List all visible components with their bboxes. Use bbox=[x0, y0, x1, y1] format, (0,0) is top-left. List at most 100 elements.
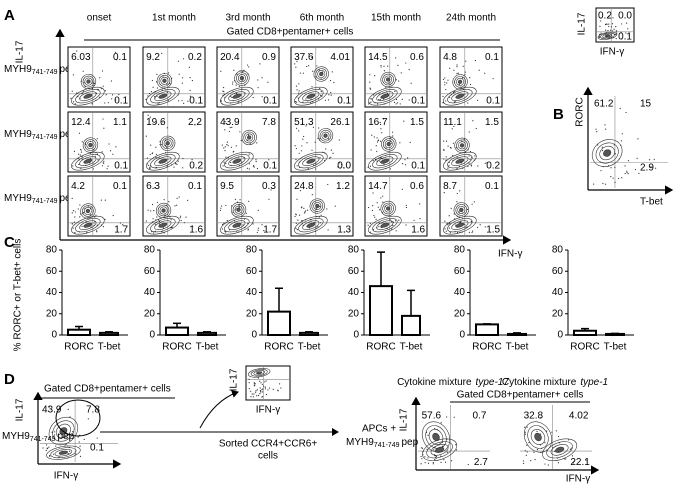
event-dot bbox=[435, 455, 438, 457]
event-dot bbox=[449, 146, 452, 149]
event-dot bbox=[469, 77, 471, 79]
quadrant-value: 0.1 bbox=[90, 443, 104, 454]
event-dot bbox=[460, 221, 462, 223]
contour bbox=[247, 135, 252, 140]
event-dot bbox=[471, 203, 473, 205]
y-tick-label: 40 bbox=[46, 287, 58, 298]
event-dot bbox=[373, 214, 375, 217]
event-dot bbox=[376, 150, 378, 153]
event-dot bbox=[318, 69, 320, 71]
event-dot bbox=[256, 231, 258, 234]
event-dot bbox=[187, 100, 189, 102]
event-dot bbox=[148, 92, 150, 95]
event-dot bbox=[55, 445, 57, 447]
event-dot bbox=[464, 223, 466, 226]
event-dot bbox=[456, 66, 458, 68]
quadrant-value: 0.3 bbox=[262, 181, 276, 192]
event-dot bbox=[156, 216, 158, 218]
contour bbox=[376, 156, 394, 167]
event-dot bbox=[180, 219, 182, 222]
event-dot bbox=[330, 149, 332, 151]
contour bbox=[382, 73, 394, 86]
event-dot bbox=[570, 447, 572, 449]
contour bbox=[302, 220, 320, 231]
event-dot bbox=[315, 208, 318, 210]
event-dot bbox=[183, 222, 185, 224]
event-dot bbox=[171, 226, 173, 228]
event-dot bbox=[222, 90, 224, 92]
event-dot bbox=[601, 149, 604, 152]
event-dot bbox=[304, 210, 307, 212]
event-dot bbox=[379, 140, 382, 142]
event-dot bbox=[250, 396, 252, 398]
event-dot bbox=[450, 207, 452, 209]
event-dot bbox=[620, 31, 622, 34]
event-dot bbox=[296, 60, 298, 63]
quadrant-value: 0.2 bbox=[486, 161, 500, 172]
contour bbox=[459, 207, 464, 213]
axis-label: % RORC+ or T-bet+ cells bbox=[13, 239, 24, 352]
event-dot bbox=[280, 387, 282, 389]
event-dot bbox=[154, 187, 156, 189]
event-dot bbox=[605, 128, 607, 130]
contour bbox=[161, 137, 174, 150]
event-dot bbox=[189, 77, 191, 79]
contour bbox=[165, 141, 170, 146]
event-dot bbox=[74, 216, 76, 218]
event-dot bbox=[471, 231, 473, 234]
event-dot bbox=[53, 453, 55, 455]
event-dot bbox=[447, 167, 449, 169]
contour bbox=[232, 222, 242, 228]
y-tick-label: 60 bbox=[552, 266, 564, 277]
event-dot bbox=[155, 146, 157, 148]
event-dot bbox=[92, 168, 94, 170]
column-header: 3rd month bbox=[225, 13, 270, 24]
event-dot bbox=[223, 222, 225, 224]
event-dot bbox=[408, 68, 410, 71]
contour bbox=[376, 220, 394, 231]
event-dot bbox=[304, 212, 306, 214]
bar bbox=[507, 332, 527, 336]
event-dot bbox=[599, 35, 601, 38]
event-dot bbox=[306, 142, 308, 144]
event-dot bbox=[389, 219, 391, 221]
axis-label: IFN-γ bbox=[600, 47, 624, 58]
event-dot bbox=[454, 91, 456, 93]
event-dot bbox=[156, 95, 158, 97]
event-dot bbox=[149, 116, 151, 118]
event-dot bbox=[53, 434, 56, 436]
y-tick-label: 80 bbox=[246, 245, 258, 256]
quadrant-value: 2.9 bbox=[640, 163, 654, 174]
event-dot bbox=[626, 170, 628, 172]
quadrant-value: 1.6 bbox=[411, 225, 425, 236]
quadrant-value: 0.1 bbox=[411, 96, 425, 107]
event-dot bbox=[486, 162, 488, 164]
event-dot bbox=[158, 223, 161, 225]
event-dot bbox=[614, 181, 616, 183]
x-tick-label: T-bet bbox=[604, 342, 627, 353]
event-dot bbox=[316, 65, 318, 67]
y-tick-label: 60 bbox=[46, 266, 58, 277]
event-dot bbox=[404, 164, 407, 166]
event-dot bbox=[254, 385, 256, 387]
event-dot bbox=[241, 71, 244, 73]
event-dot bbox=[170, 219, 172, 221]
event-dot bbox=[261, 391, 264, 393]
contour bbox=[443, 86, 477, 106]
event-dot bbox=[383, 163, 385, 165]
event-dot bbox=[526, 426, 528, 428]
event-dot bbox=[440, 422, 442, 424]
contour bbox=[385, 77, 391, 82]
peptide-name: MYH9 bbox=[4, 129, 32, 140]
event-dot bbox=[338, 162, 340, 164]
contour bbox=[455, 93, 465, 99]
peptide-sub: 741-749 bbox=[32, 69, 58, 76]
event-dot bbox=[393, 101, 396, 103]
event-dot bbox=[379, 209, 381, 211]
event-dot bbox=[253, 393, 255, 395]
sort-label: Sorted CCR4+CCR6+ bbox=[219, 439, 318, 450]
event-dot bbox=[598, 36, 600, 39]
event-dot bbox=[69, 450, 71, 452]
event-dot bbox=[432, 463, 434, 465]
